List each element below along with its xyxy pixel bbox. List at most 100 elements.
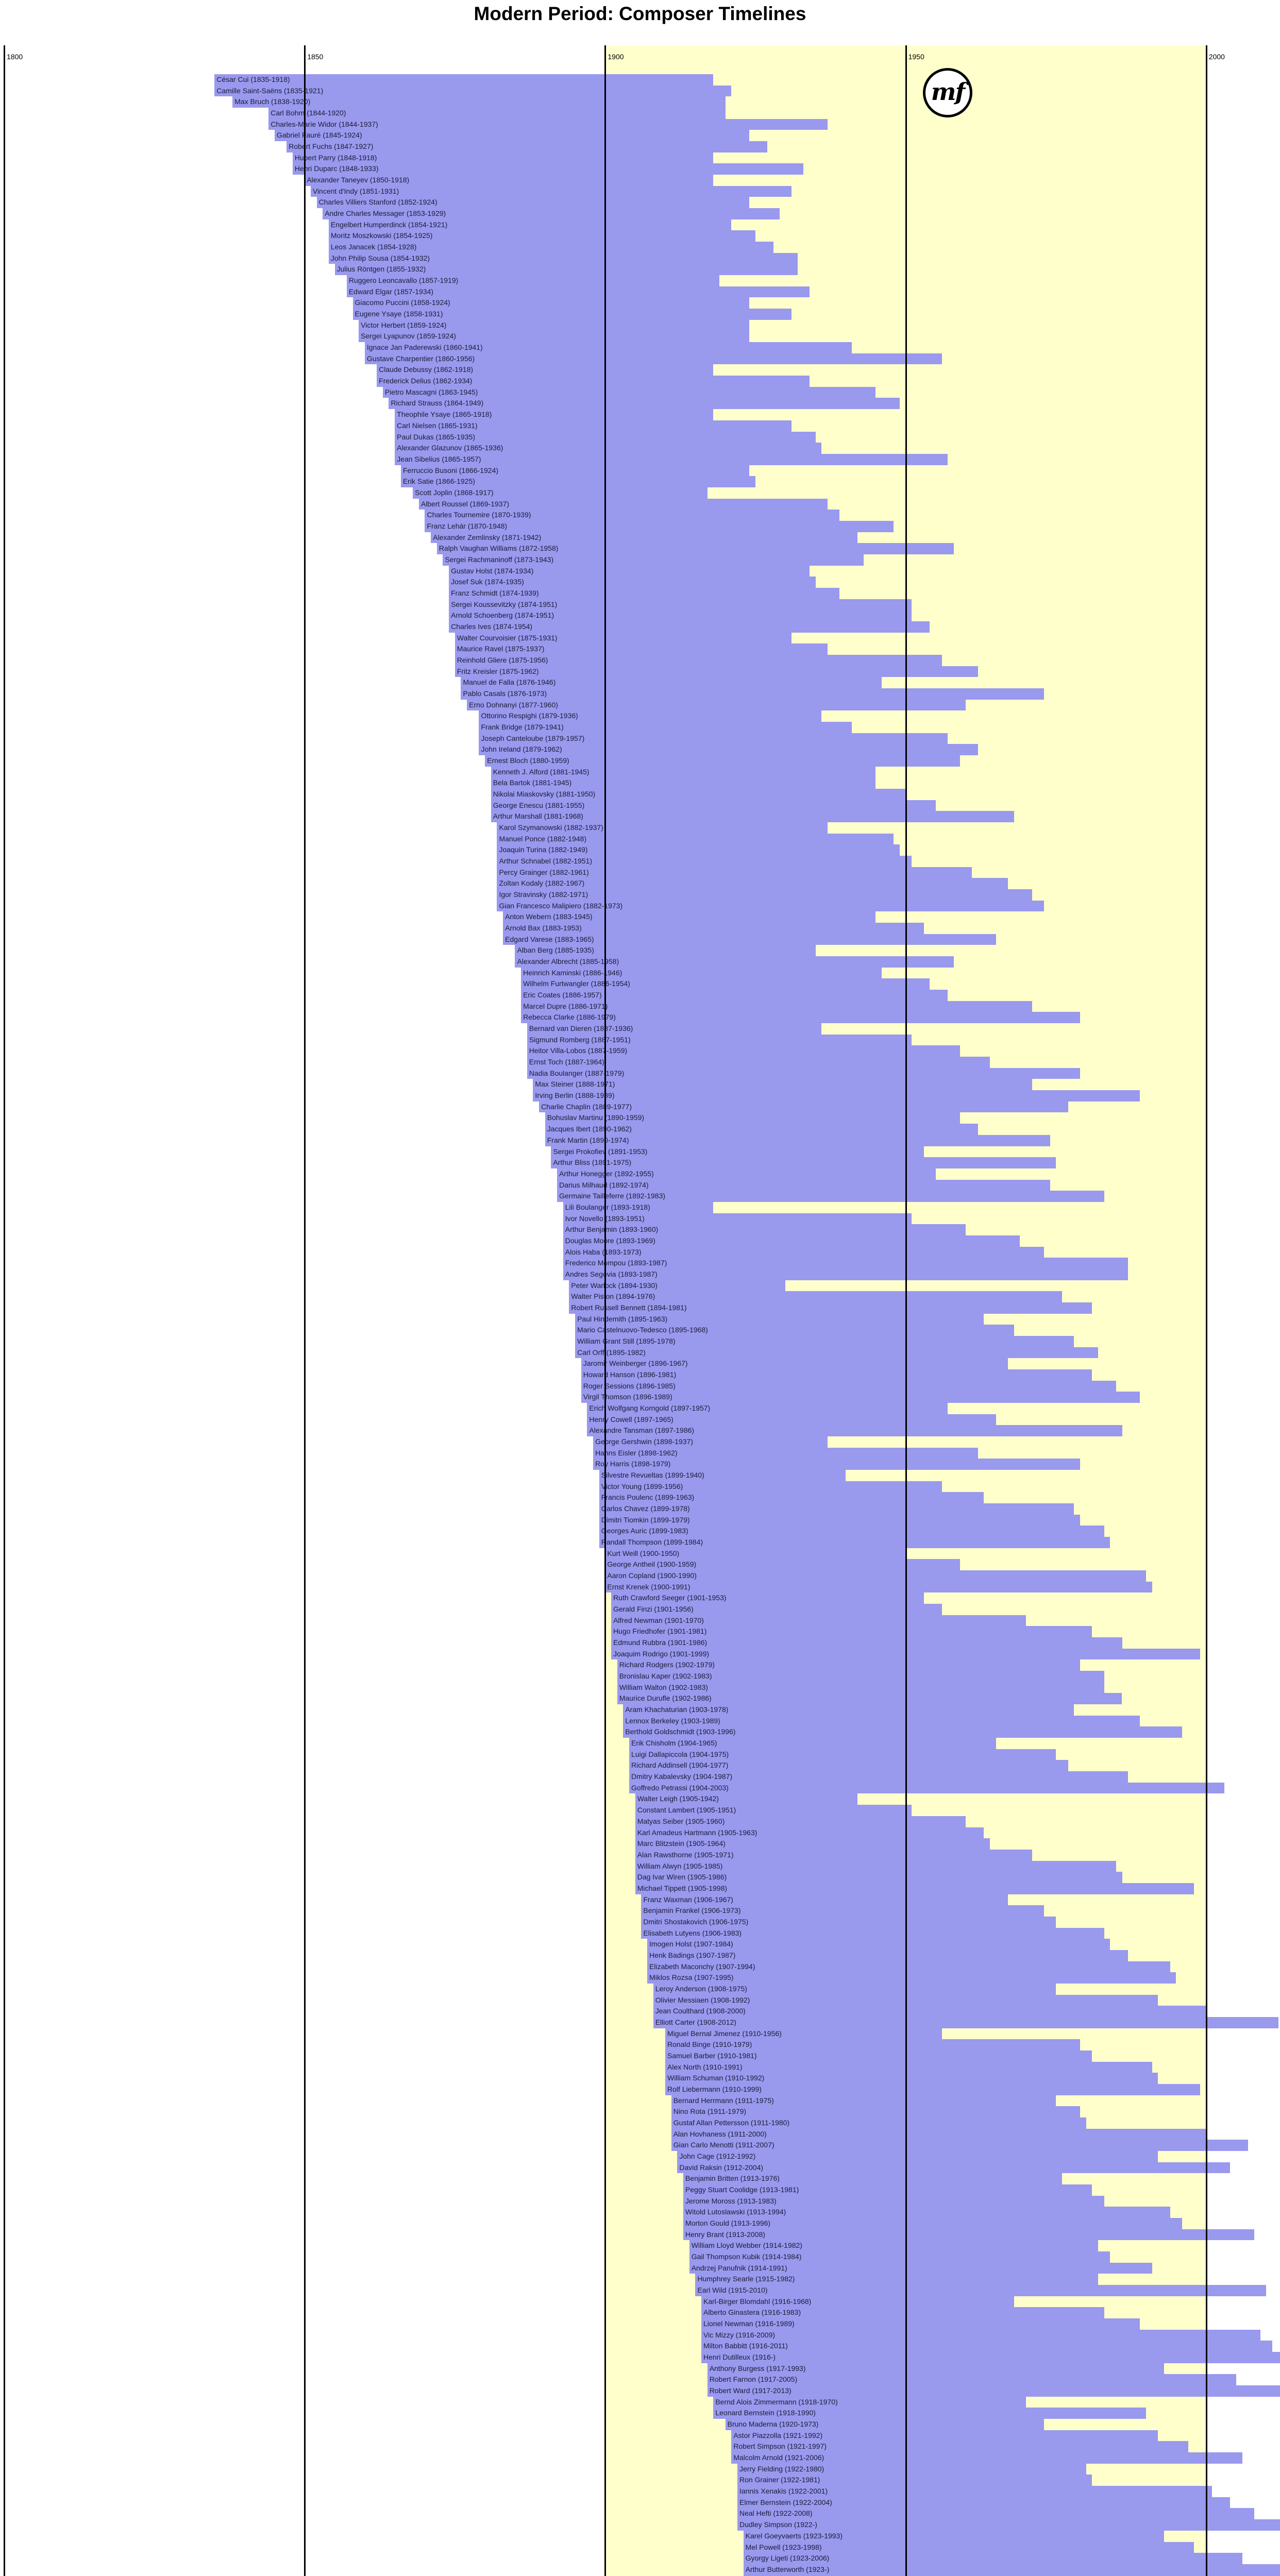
composer-label: Engelbert Humperdinck (1854-1921) bbox=[330, 220, 448, 229]
composer-bar: Edmund Rubbra (1901-1986) bbox=[611, 1637, 1122, 1649]
chart-title: Modern Period: Composer Timelines bbox=[474, 3, 806, 24]
composer-label: Franz Lehár (1870-1948) bbox=[427, 521, 508, 530]
composer-label: Jerry Fielding (1922-1980) bbox=[739, 2464, 824, 2473]
composer-label: Percy Grainger (1882-1961) bbox=[499, 868, 589, 876]
monogram-text: mf bbox=[931, 78, 965, 106]
composer-label: Silvestre Revueltas (1899-1940) bbox=[601, 1471, 704, 1479]
composer-label: Franz Waxman (1906-1967) bbox=[643, 1895, 733, 1904]
composer-bar: Wilhelm Furtwangler (1886-1954) bbox=[521, 978, 930, 990]
composer-label: Eugene Ysaye (1858-1931) bbox=[355, 310, 443, 318]
composer-bar: Moritz Moszkowski (1854-1925) bbox=[328, 230, 755, 242]
composer-label: Neal Hefti (1922-2008) bbox=[739, 2509, 813, 2518]
composer-bar: Francis Poulenc (1899-1963) bbox=[599, 1492, 984, 1504]
composer-bar: John Cage (1912-1992) bbox=[677, 2150, 1158, 2162]
composer-bar: Malcolm Arnold (1921-2006) bbox=[731, 2452, 1242, 2464]
composer-label: Manuel de Falla (1876-1946) bbox=[463, 678, 556, 687]
composer-label: Lionel Newman (1916-1989) bbox=[703, 2319, 795, 2328]
composer-label: Erik Satie (1866-1925) bbox=[402, 477, 475, 486]
composer-label: Frank Bridge (1879-1941) bbox=[481, 722, 564, 731]
composer-label: Nikolai Miaskovsky (1881-1950) bbox=[493, 790, 596, 798]
composer-label: Bernd Alois Zimmermann (1918-1970) bbox=[715, 2397, 838, 2406]
composer-bar: Silvestre Revueltas (1899-1940) bbox=[599, 1470, 846, 1481]
composer-label: Alan Hovhaness (1911-2000) bbox=[673, 2129, 767, 2138]
composer-bar: Howard Hanson (1896-1981) bbox=[581, 1369, 1092, 1381]
composer-label: Manuel Ponce (1882-1948) bbox=[499, 834, 587, 843]
composer-bar: Samuel Barber (1910-1981) bbox=[665, 2050, 1092, 2062]
composer-label: Iannis Xenakis (1922-2001) bbox=[739, 2487, 828, 2496]
composer-bar: Bruno Maderna (1920-1973) bbox=[725, 2419, 1044, 2430]
composer-label: Earl Wild (1915-2010) bbox=[697, 2286, 768, 2295]
composer-bar: Constant Lambert (1905-1951) bbox=[635, 1805, 912, 1816]
composer-label: Carlos Chavez (1899-1978) bbox=[601, 1504, 690, 1513]
composer-label: Jaromir Weinberger (1896-1967) bbox=[583, 1359, 688, 1368]
composer-bar: Roy Harris (1898-1979) bbox=[593, 1459, 1080, 1470]
composer-label: Rebecca Clarke (1886-1979) bbox=[523, 1013, 616, 1022]
composer-bar: Sergei Prokofiev (1891-1953) bbox=[551, 1146, 924, 1158]
composer-bar: Sergei Lyapunov (1859-1924) bbox=[359, 331, 750, 343]
composer-label: Bernard van Dieren (1887-1936) bbox=[529, 1024, 633, 1033]
composer-bar: Gustave Charpentier (1860-1956) bbox=[364, 353, 942, 365]
axis-label-1850-top: 1850 bbox=[307, 53, 324, 61]
composer-bar: Carlos Chavez (1899-1978) bbox=[599, 1503, 1074, 1515]
composer-bar: Bela Bartok (1881-1945) bbox=[491, 777, 876, 789]
composer-bar: Neal Hefti (1922-2008) bbox=[737, 2508, 1255, 2520]
composer-label: Ignace Jan Paderewski (1860-1941) bbox=[366, 343, 483, 352]
composer-bar: Arthur Honegger (1892-1955) bbox=[557, 1168, 936, 1180]
composer-label: Francis Poulenc (1899-1963) bbox=[601, 1493, 695, 1502]
composer-label: Roy Harris (1898-1979) bbox=[595, 1460, 671, 1468]
composer-bar: Robert Russell Bennett (1894-1981) bbox=[569, 1302, 1092, 1314]
composer-bar: Alban Berg (1885-1935) bbox=[515, 945, 816, 957]
composer-label: Karel Goeyvaerts (1923-1993) bbox=[745, 2531, 843, 2540]
composer-label: Marc Blitzstein (1905-1964) bbox=[637, 1839, 726, 1848]
composer-label: Eric Coates (1886-1957) bbox=[523, 991, 602, 999]
composer-bar: Franz Waxman (1906-1967) bbox=[641, 1894, 1008, 1906]
composer-label: Heitor Villa-Lobos (1887-1959) bbox=[529, 1046, 628, 1055]
composer-bar: Alberto Ginastera (1916-1983) bbox=[701, 2307, 1104, 2319]
composer-bar: Zoltan Kodaly (1882-1967) bbox=[497, 878, 1008, 890]
composer-bar: Miguel Bernal Jimenez (1910-1956) bbox=[665, 2028, 942, 2040]
composer-label: Bohuslav Martinu (1890-1959) bbox=[547, 1113, 645, 1122]
composer-label: Edgard Varese (1883-1965) bbox=[505, 935, 594, 943]
composer-label: Leos Janacek (1854-1928) bbox=[330, 243, 417, 251]
composer-bar: Elliott Carter (1908-2012) bbox=[653, 2016, 1278, 2028]
composer-label: George Antheil (1900-1959) bbox=[607, 1560, 697, 1569]
composer-bar: Roger Sessions (1896-1985) bbox=[581, 1380, 1116, 1392]
composer-bar: Frederico Mompou (1893-1987) bbox=[563, 1258, 1129, 1269]
composer-bar: Benjamin Frankel (1906-1973) bbox=[641, 1905, 1044, 1917]
composer-label: Ernst Krenek (1900-1991) bbox=[607, 1582, 690, 1591]
composer-label: Andre Charles Messager (1853-1929) bbox=[325, 209, 446, 218]
composer-label: Robert Fuchs (1847-1927) bbox=[289, 142, 374, 151]
composer-bar: Lennox Berkeley (1903-1989) bbox=[623, 1715, 1140, 1727]
composer-label: Leroy Anderson (1908-1975) bbox=[655, 1984, 747, 1993]
composer-bar: Walter Leigh (1905-1942) bbox=[635, 1793, 858, 1805]
composer-label: Dmitry Kabalevsky (1904-1987) bbox=[631, 1772, 733, 1781]
composer-label: Ferruccio Busoni (1866-1924) bbox=[402, 466, 499, 474]
composer-label: Alexander Zemlinsky (1871-1942) bbox=[433, 533, 542, 541]
composer-bar: William Alwyn (1905-1985) bbox=[635, 1860, 1116, 1872]
composer-bar: Joseph Canteloube (1879-1957) bbox=[479, 733, 948, 744]
composer-label: Witold Lutoslawski (1913-1994) bbox=[685, 2208, 786, 2216]
composer-label: Dag Ivar Wiren (1905-1986) bbox=[637, 1873, 727, 1882]
composer-bar: Max Bruch (1838-1920) bbox=[232, 96, 726, 108]
composer-bar: Irving Berlin (1888-1989) bbox=[533, 1090, 1140, 1101]
composer-bar: Fritz Kreisler (1875-1962) bbox=[454, 666, 978, 677]
composer-bar: Charlie Chaplin (1889-1977) bbox=[539, 1101, 1068, 1113]
composer-bar: Robert Fuchs (1847-1927) bbox=[287, 141, 768, 152]
composer-bar: Rebecca Clarke (1886-1979) bbox=[521, 1012, 1080, 1024]
composer-label: Alexander Albrecht (1885-1958) bbox=[517, 957, 619, 966]
composer-bar: Arthur Bliss (1891-1975) bbox=[551, 1157, 1056, 1168]
composer-label: George Gershwin (1898-1937) bbox=[595, 1437, 693, 1446]
composer-bar: Ernst Krenek (1900-1991) bbox=[605, 1581, 1152, 1593]
composer-label: Walter Piston (1894-1976) bbox=[571, 1292, 655, 1301]
composer-bar: Berthold Goldschmidt (1903-1996) bbox=[623, 1726, 1183, 1738]
composer-label: Ruth Crawford Seeger (1901-1953) bbox=[613, 1594, 727, 1602]
composer-bar: Maurice Durufle (1902-1986) bbox=[617, 1693, 1122, 1705]
composer-bar: Eric Coates (1886-1957) bbox=[521, 990, 948, 1001]
composer-bar: Nikolai Miaskovsky (1881-1950) bbox=[491, 789, 906, 800]
composer-label: William Walton (1902-1983) bbox=[619, 1683, 708, 1691]
composer-bar: Sigmund Romberg (1887-1951) bbox=[527, 1034, 912, 1046]
composer-bar: Maurice Ravel (1875-1937) bbox=[454, 643, 828, 655]
composer-bar: Henry Cowell (1897-1965) bbox=[587, 1414, 996, 1426]
composer-bar: Leroy Anderson (1908-1975) bbox=[653, 1983, 1056, 1995]
